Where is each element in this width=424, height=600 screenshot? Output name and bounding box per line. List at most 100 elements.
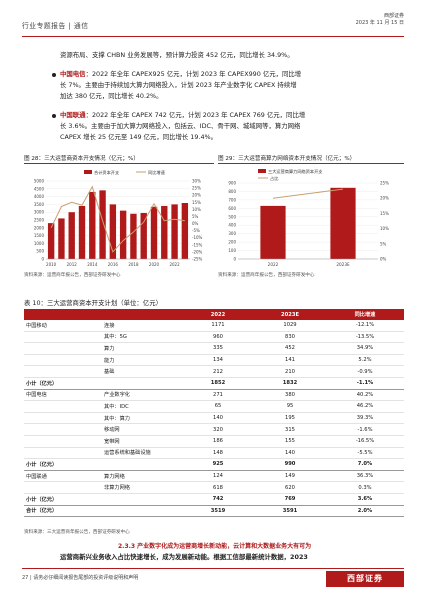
table-cell: 212 (182, 365, 254, 378)
bullet-icon (52, 73, 56, 77)
x-tick-label: 2020 (149, 262, 160, 267)
bar (47, 223, 55, 259)
paragraph-unicom-line2: 长 3.6%。主要由于加大算力网络投入，包括云、IDC、骨干网、城域网等，算力网… (60, 122, 301, 130)
x-tick-label: 2012 (67, 262, 78, 267)
legend-label: 三大运营商算力网络资本开支 (268, 168, 323, 175)
table-cell: 中国联通 (24, 470, 102, 483)
table-cell: 3.6% (326, 493, 404, 506)
y-tick-label: 4500 (34, 186, 45, 191)
bar (161, 205, 168, 259)
table-10-title: 表 10：三大运营商资本开支计划（单位：亿元） (24, 299, 162, 307)
table-cell: 618 (182, 481, 254, 494)
bar (99, 190, 106, 259)
y2-tick-label: 5% (192, 214, 199, 219)
table-cell: 39.3% (326, 412, 404, 425)
bar (330, 187, 356, 259)
y-tick-label: 500 (228, 214, 236, 219)
table-row: 其中：算力 140 195 39.3% (24, 412, 404, 425)
y2-tick-label: 20% (380, 196, 389, 201)
table-cell: 36.3% (326, 470, 404, 483)
paragraph-telecom-line2: 长 7%。主要由于持续加大算力网络投入，计划 2023 年产业数字化 CAPEX… (60, 81, 297, 89)
bar (171, 204, 178, 259)
table-cell: 3519 (182, 505, 254, 518)
table-cell: 1171 (182, 320, 254, 332)
table-cell: 195 (254, 412, 326, 425)
table-header-cell (102, 309, 182, 320)
table-header-cell (24, 309, 102, 320)
page-footer: 27 | 请务必仔细阅读报告尾部的投资评级说明和声明 西部证券 (22, 568, 404, 591)
table-cell: 925 (182, 458, 254, 471)
figure-29-source: 资料来源：运营商年报公告，西部证券研发中心 (218, 273, 315, 278)
footer-disclaimer: 27 | 请务必仔细阅读报告尾部的投资评级说明和声明 (22, 575, 139, 581)
table-cell: 算力网络 (102, 470, 182, 483)
y2-tick-label: 25% (192, 186, 201, 191)
share-line (272, 188, 344, 199)
y-tick-label: 500 (36, 249, 44, 254)
bar (130, 213, 137, 259)
figure-29-chart: 0 100 200 300 400 500 600 700 800 900 0% 5% 10% 15% 20… (228, 168, 389, 267)
y-tick-label: 200 (228, 240, 236, 245)
table-cell: 小计（亿元） (24, 493, 102, 506)
table-cell: 124 (182, 470, 254, 483)
table-cell: 移动网 (102, 423, 182, 436)
bar (68, 212, 75, 259)
y-tick-label: 5000 (34, 179, 45, 184)
table-cell: 141 (254, 354, 326, 367)
table-cell: 40.2% (326, 389, 404, 402)
paragraph-section-intro: 运营商新兴业务收入占比快速增长，成为发展新动能。根据工信部最新统计数据，2023 (60, 553, 308, 561)
y2-tick-label: 15% (192, 200, 201, 205)
bar (140, 212, 147, 259)
x-tick-label: 2023E (336, 262, 350, 267)
y2-tick-label: 25% (380, 181, 389, 186)
y2-tick-label: -25% (192, 257, 203, 262)
table-cell: 运营系统和基础设施 (102, 447, 182, 460)
table-cell (24, 400, 102, 413)
table-cell: 335 (182, 342, 254, 355)
table-cell (24, 435, 102, 448)
paragraph-telecom-line3: 加达 380 亿元，同比增长 40.2%。 (60, 92, 163, 100)
table-row: 基础 212 210 -0.9% (24, 365, 404, 378)
y2-tick-label: 20% (192, 193, 201, 198)
table-cell (24, 365, 102, 378)
y-tick-label: 1500 (34, 233, 45, 238)
y-tick-label: 900 (228, 181, 236, 186)
table-cell: -5.5% (326, 447, 404, 460)
table-cell (24, 412, 102, 425)
y-tick-label: 3000 (34, 210, 45, 215)
table-cell: 中国电信 (24, 389, 102, 402)
table-10-source: 资料来源：三大运营商年报公告，西部证券研发中心 (24, 530, 130, 535)
table-cell: 315 (254, 423, 326, 436)
table-cell (24, 331, 102, 344)
y-tick-label: 700 (228, 197, 236, 202)
y-tick-label: 3500 (34, 202, 45, 207)
table-cell: 合计（亿元） (24, 505, 102, 518)
legend-label: 同比增速 (148, 169, 166, 176)
x-tick-label: 2022 (268, 262, 279, 267)
table-cell: 基础 (102, 365, 182, 378)
table-cell: 742 (182, 493, 254, 506)
table-row: 能力 134 141 5.2% (24, 354, 404, 367)
table-cell (24, 447, 102, 460)
table-cell: 其中：5G (102, 331, 182, 344)
x-tick-label: 2018 (128, 262, 139, 267)
table-cell: -12.1% (326, 320, 404, 332)
table-cell: 0.3% (326, 481, 404, 494)
table-cell: 连接 (102, 320, 182, 332)
y-tick-label: 0 (41, 257, 44, 262)
table-cell: 非算力网络 (102, 481, 182, 494)
legend-swatch (84, 170, 92, 174)
table-header-cell: 2022 (182, 309, 254, 320)
table-cell: -1.1% (326, 377, 404, 390)
table-row: 中国联通 算力网络 124 149 36.3% (24, 470, 404, 483)
page-header: 行业专题报告 | 通信 西部证券 2023 年 11 月 15 日 (22, 8, 404, 37)
bar (150, 206, 158, 259)
table-cell: 140 (182, 412, 254, 425)
table-cell: 3591 (254, 505, 326, 518)
growth-line (50, 185, 185, 253)
company-name: 中国联通 (60, 111, 86, 119)
y2-tick-label: -15% (192, 242, 203, 247)
table-cell: 34.9% (326, 342, 404, 355)
bar (109, 204, 117, 259)
table-cell: 宽带网 (102, 435, 182, 448)
table-row: 非算力网络 618 620 0.3% (24, 481, 404, 494)
